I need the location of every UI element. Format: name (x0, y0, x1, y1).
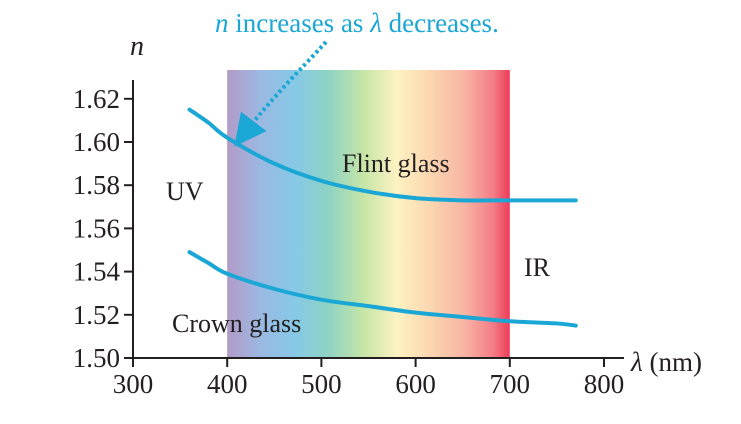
x-axis-ticks: 300 400 500 600 700 800 (113, 358, 625, 399)
series-label-flint-glass: Flint glass (342, 149, 450, 178)
series-label-crown-glass: Crown glass (172, 309, 301, 338)
x-tick-label: 400 (207, 369, 248, 399)
y-axis-label: n (130, 31, 144, 62)
x-tick-label: 800 (584, 369, 625, 399)
y-tick-label: 1.50 (73, 343, 120, 373)
annotation-mid: increases as (229, 8, 371, 38)
annotation-text: n increases as λ decreases. (215, 8, 499, 38)
x-tick-label: 600 (395, 369, 436, 399)
curves (187, 107, 578, 328)
annotation-arrow (234, 40, 328, 147)
visible-spectrum-band (227, 70, 510, 358)
series-line-flint-glass (187, 107, 578, 203)
y-tick-label: 1.52 (73, 300, 120, 330)
annotation-tail: decreases. (382, 8, 499, 38)
series-line-crown-glass (187, 250, 578, 328)
y-tick-label: 1.62 (73, 84, 120, 114)
region-label-ir: IR (524, 253, 551, 282)
annotation-var-n: n (215, 8, 229, 38)
x-tick-label: 300 (113, 369, 154, 399)
y-axis-ticks: 1.50 1.52 1.54 1.56 1.58 1.60 1.62 (73, 84, 133, 373)
y-tick-label: 1.60 (73, 127, 120, 157)
annotation-var-lambda: λ (369, 8, 382, 38)
region-label-uv: UV (166, 177, 204, 206)
y-tick-label: 1.54 (73, 257, 121, 287)
y-tick-label: 1.56 (73, 213, 120, 243)
x-axis-label: λ (nm) (630, 347, 702, 377)
y-tick-label: 1.58 (73, 170, 120, 200)
x-tick-label: 700 (490, 369, 531, 399)
x-tick-label: 500 (301, 369, 342, 399)
